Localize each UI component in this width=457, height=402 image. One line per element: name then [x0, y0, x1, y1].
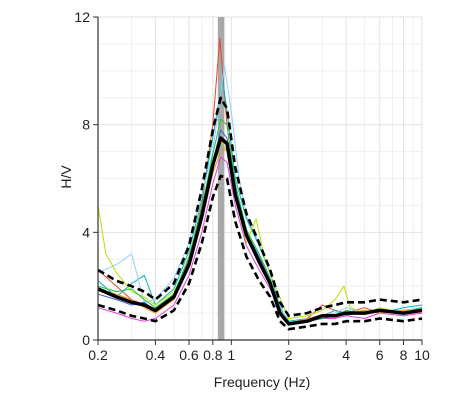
x-tick-label: 2 [285, 347, 293, 363]
series-line-3 [97, 64, 423, 325]
x-tick-label: 0.4 [146, 347, 166, 363]
grid [97, 16, 423, 341]
x-tick-label: 1 [227, 347, 235, 363]
x-tick-label: 6 [376, 347, 384, 363]
series-line-2 [97, 78, 423, 322]
x-tick-label: 8 [400, 347, 408, 363]
series-line-5 [97, 156, 423, 325]
series-line-4 [97, 140, 423, 319]
x-tick-label: 10 [414, 347, 430, 363]
peak-frequency-band [217, 17, 225, 340]
axes [93, 16, 423, 345]
hv-curves [97, 38, 423, 331]
series-line-10 [97, 136, 423, 326]
x-tick-label: 0.2 [88, 347, 108, 363]
series-line-11 [97, 174, 423, 331]
y-tick-label: 12 [74, 9, 90, 25]
peak-band [217, 17, 225, 340]
x-tick-label: 0.6 [179, 347, 199, 363]
series-line-8 [97, 118, 423, 325]
y-tick-label: 0 [82, 332, 90, 348]
y-tick-label: 4 [82, 224, 90, 240]
x-tick-label: 0.8 [203, 347, 223, 363]
x-axis-title: Frequency (Hz) [214, 374, 310, 390]
y-axis-title: H/V [58, 165, 74, 189]
series-line-9 [97, 96, 423, 318]
x-tick-label: 4 [342, 347, 350, 363]
y-tick-label: 8 [82, 117, 90, 133]
